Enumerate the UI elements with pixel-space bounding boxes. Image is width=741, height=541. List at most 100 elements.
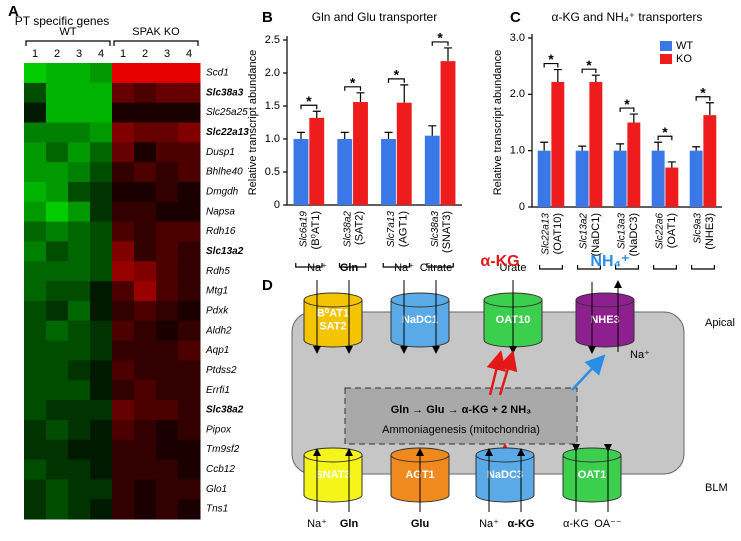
product: α-KG	[480, 253, 519, 270]
bar	[293, 139, 309, 205]
category-bracket	[295, 263, 323, 268]
heatmap-cell	[90, 300, 113, 322]
significance-bracket	[695, 96, 711, 101]
heatmap-cell	[90, 82, 113, 104]
substrate: Na⁺	[394, 262, 414, 274]
row-label: Glo1	[206, 484, 227, 495]
apical-transporter	[390, 299, 450, 348]
heatmap-cell	[90, 201, 113, 223]
heatmap-cell	[68, 181, 91, 203]
heatmap-cell	[68, 241, 91, 262]
column-label: 1	[32, 48, 38, 60]
heatmap-cell	[156, 221, 179, 242]
y-tick-label: 2.5	[265, 34, 280, 46]
heatmap-cell	[134, 261, 157, 282]
heatmap-cell	[24, 82, 47, 104]
heatmap-cell	[68, 499, 91, 520]
bar	[627, 122, 641, 207]
heatmap-cell	[24, 201, 47, 223]
heatmap-cell	[90, 320, 113, 342]
heatmap-cell	[112, 261, 135, 282]
heatmap-cell	[112, 419, 135, 441]
heatmap-cell	[90, 63, 113, 84]
bar	[440, 61, 456, 206]
heatmap-cell	[90, 241, 113, 262]
x-tick-label: Slc13a2	[579, 213, 590, 250]
heatmap-cell	[24, 459, 47, 480]
error-bar	[692, 146, 701, 151]
category-bracket	[426, 263, 454, 268]
heatmap-cell	[24, 400, 47, 421]
significance-label: *	[700, 84, 706, 100]
heatmap-cell	[90, 459, 113, 480]
error-bar	[428, 125, 437, 136]
heatmap-cell	[112, 479, 135, 500]
heatmap-cell	[46, 400, 69, 421]
heatmap-cell	[112, 360, 135, 381]
heatmap-cell	[68, 102, 91, 123]
basolateral-transporter-top	[303, 447, 363, 463]
heatmap-cell	[156, 162, 179, 183]
heatmap-cell	[134, 360, 157, 381]
significance-bracket	[387, 78, 405, 83]
heatmap-cell	[134, 142, 157, 163]
basolateral-transporter	[562, 454, 622, 503]
bar	[613, 150, 627, 207]
bar	[665, 167, 679, 207]
row-label: Slc22a13	[206, 127, 249, 138]
column-label: 2	[142, 48, 148, 60]
substrate: Na⁺	[307, 518, 327, 530]
column-label: 3	[164, 48, 170, 60]
transporter-label: SNAT3	[315, 469, 350, 481]
chart-title: Gln and Glu transporter	[312, 10, 437, 24]
pathway: Gln → Glu → α-KG + 2 NH₃	[391, 404, 532, 416]
error-bar	[356, 92, 365, 103]
heatmap-cell	[46, 380, 69, 401]
heatmap-cell	[24, 479, 47, 500]
y-tick-label: 2.0	[265, 67, 280, 79]
heatmap-cell	[68, 479, 91, 500]
row-label: Rdh5	[206, 266, 230, 277]
error-bar	[400, 84, 409, 103]
heatmap-cell	[178, 241, 201, 262]
heatmap-cell	[90, 102, 113, 123]
significance-label: *	[306, 93, 312, 109]
transporter-label: OAT1	[578, 469, 607, 481]
bar	[651, 150, 665, 207]
heatmap-cell	[178, 499, 201, 520]
significance-bracket	[657, 135, 673, 141]
bar	[337, 139, 353, 205]
row-label: Dmgdh	[206, 187, 239, 198]
heatmap-cell	[24, 122, 47, 143]
transporter-label: NaDC1	[402, 314, 438, 326]
heatmap-cell	[134, 300, 157, 322]
x-tick-label: Slc9a3	[693, 213, 704, 244]
heatmap-cell	[90, 360, 113, 381]
heatmap-cell	[178, 102, 201, 123]
x-tick-label: Slc6a19	[299, 211, 310, 248]
y-tick-label: 1.0	[265, 133, 280, 145]
significance-label: *	[350, 75, 356, 91]
group-bracket	[113, 40, 199, 46]
heatmap-cell	[24, 380, 47, 401]
heatmap-cell	[156, 419, 179, 441]
heatmap-cell	[46, 419, 69, 441]
heatmap-cell	[24, 439, 47, 461]
heatmap-cell	[68, 360, 91, 381]
heatmap-cell	[178, 122, 201, 143]
heatmap-cell	[112, 340, 135, 361]
x-tick-sublabel: (SNAT3)	[441, 211, 453, 253]
heatmap-cell	[112, 281, 135, 302]
significance-label: *	[548, 51, 554, 67]
bar	[396, 102, 412, 205]
row-label: Ptdss2	[206, 365, 237, 376]
heatmap-cell	[90, 479, 113, 500]
heatmap-cell	[68, 320, 91, 342]
heatmap-cell	[68, 142, 91, 163]
heatmap-cell	[156, 320, 179, 342]
heatmap-cell	[156, 459, 179, 480]
error-bar	[667, 161, 676, 168]
heatmap-cell	[24, 261, 47, 282]
heatmap-cell	[178, 439, 201, 461]
heatmap-cell	[178, 340, 201, 361]
